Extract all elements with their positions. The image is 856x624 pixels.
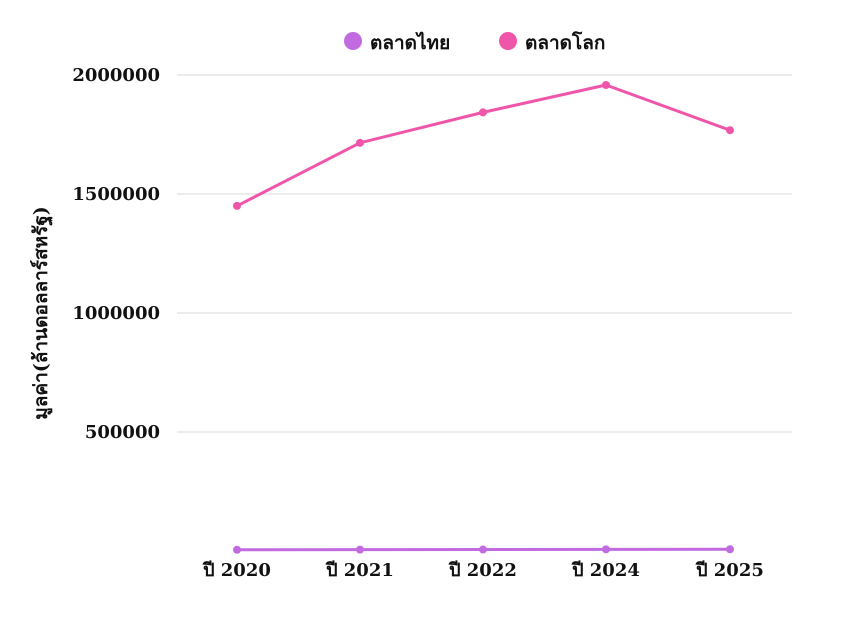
y-tick-label-0: 500000 [85, 422, 160, 443]
x-axis-ticks: ปี 2020 ปี 2021 ปี 2022 ปี 2024 ปี 2025 [202, 560, 764, 581]
y-axis-label: มูลค่า(ล้านดอลลาร์สหรัฐ) [30, 206, 54, 420]
x-tick-label-4: ปี 2025 [695, 560, 764, 581]
series-0-point-3[interactable] [602, 545, 610, 554]
y-tick-label-2: 1500000 [72, 184, 160, 205]
series-line-1 [236, 83, 731, 208]
gridlines [177, 74, 792, 433]
legend-marker-world-market [499, 32, 517, 50]
x-tick-label-0: ปี 2020 [202, 560, 271, 581]
series-1-point-1[interactable] [356, 138, 364, 147]
legend-label-thai-market: ตลาดไทย [370, 31, 450, 54]
legend-marker-thai-market [344, 32, 362, 50]
legend: ตลาดไทย ตลาดโลก [344, 31, 605, 54]
series-0-point-2[interactable] [479, 545, 487, 554]
series-0-point-0[interactable] [233, 545, 241, 554]
series-0-point-4[interactable] [726, 545, 734, 554]
y-tick-label-1: 1000000 [72, 303, 160, 324]
series-1-point-0[interactable] [233, 201, 241, 210]
x-tick-label-2: ปี 2022 [448, 560, 517, 581]
series-1-point-2[interactable] [479, 108, 487, 117]
legend-label-world-market: ตลาดโลก [525, 31, 605, 54]
x-tick-label-1: ปี 2021 [325, 560, 394, 581]
y-axis-ticks: 500000 1000000 1500000 2000000 [72, 65, 160, 443]
series-1-point-4[interactable] [726, 126, 734, 135]
x-tick-label-3: ปี 2024 [571, 560, 640, 581]
series-1-point-3[interactable] [602, 80, 610, 89]
series-lines [233, 80, 734, 554]
y-tick-label-3: 2000000 [72, 65, 160, 86]
series-0-point-1[interactable] [356, 545, 364, 554]
